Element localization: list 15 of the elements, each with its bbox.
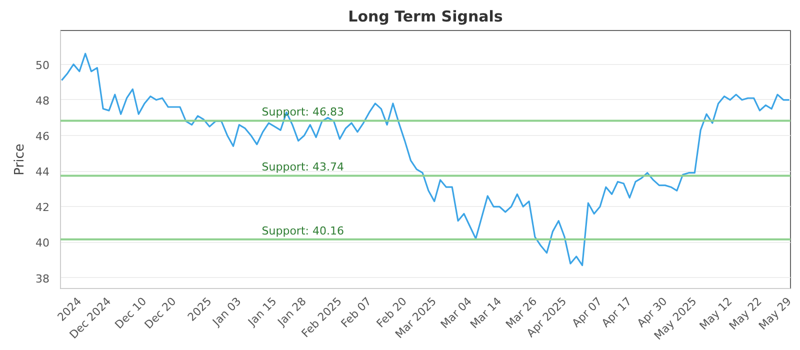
y-tick-label: 46 — [36, 130, 50, 143]
y-axis-title: Price — [12, 144, 28, 176]
line-series — [60, 52, 790, 266]
y-tick-label: 40 — [36, 236, 50, 250]
y-tick-label: 50 — [36, 58, 50, 72]
y-tick-label: 42 — [36, 201, 50, 214]
y-tick-label: 48 — [36, 94, 50, 108]
ref-line-label: Support: 40.16 — [262, 224, 344, 238]
y-tick-label: 38 — [36, 272, 50, 286]
x-tick-label: Apr 17 — [599, 294, 634, 330]
x-tick-label: Jan 03 — [209, 294, 244, 330]
chart-title: Long Term Signals — [348, 8, 503, 26]
ref-line-label: Support: 46.83 — [262, 106, 344, 119]
y-tick-label: 44 — [36, 166, 50, 179]
ref-line-label: Support: 43.74 — [262, 160, 344, 174]
